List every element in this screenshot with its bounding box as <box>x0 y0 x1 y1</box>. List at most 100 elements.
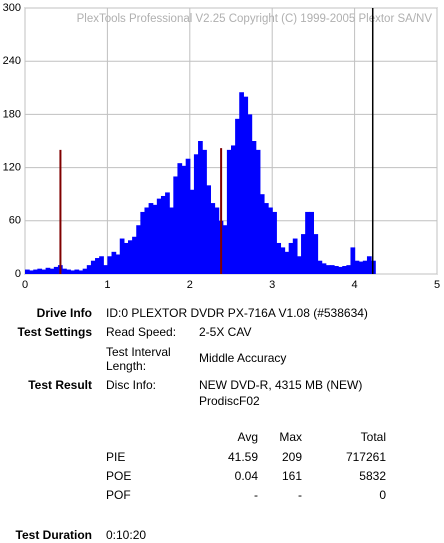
bar <box>325 265 331 274</box>
label: Drive Info <box>36 306 92 320</box>
y-tick-label: 180 <box>3 108 21 120</box>
bar <box>329 265 335 274</box>
bar <box>53 266 59 274</box>
key: Read Speed: <box>106 325 177 339</box>
bar <box>350 247 356 274</box>
bar <box>342 266 347 274</box>
bar <box>366 256 372 274</box>
bar <box>198 141 203 274</box>
row-label: POE <box>106 469 132 483</box>
bar <box>193 154 199 274</box>
bar <box>90 260 96 274</box>
bar <box>239 92 244 274</box>
x-tick-label: 5 <box>434 279 440 291</box>
bar <box>296 256 302 274</box>
bar <box>222 225 228 274</box>
bar <box>354 260 360 274</box>
bar <box>214 207 220 274</box>
bar <box>128 240 133 274</box>
x-tick-label: 0 <box>22 279 28 291</box>
bar <box>251 141 257 274</box>
bar <box>66 269 71 274</box>
bar <box>309 211 314 274</box>
bar <box>263 203 269 274</box>
label: Test Result <box>28 378 92 392</box>
bar <box>103 265 108 274</box>
x-tick-label: 3 <box>269 279 275 291</box>
key: Disc Info: <box>106 378 157 392</box>
bar <box>301 234 306 274</box>
y-tick-label: 120 <box>3 162 21 174</box>
bar <box>45 267 51 274</box>
bar <box>25 269 30 274</box>
bar <box>29 270 34 274</box>
bar <box>123 242 129 274</box>
table-header: Avg <box>237 430 258 444</box>
x-tick-label: 2 <box>187 279 193 291</box>
table-cell: - <box>298 488 302 502</box>
table-cell: 0.04 <box>234 469 258 483</box>
bar <box>284 251 290 274</box>
table-cell: 717261 <box>345 450 386 464</box>
table-header: Total <box>360 430 386 444</box>
bar <box>276 242 282 274</box>
bar <box>321 263 327 274</box>
bar <box>111 251 117 274</box>
bar <box>148 203 154 274</box>
bar <box>144 207 150 274</box>
value: Middle Accuracy <box>199 351 287 365</box>
bar <box>119 238 125 274</box>
bar <box>206 185 211 274</box>
y-tick-label: 240 <box>3 55 21 67</box>
bar <box>33 269 38 274</box>
y-tick-label: 60 <box>9 215 21 227</box>
bar <box>247 114 253 275</box>
bar <box>210 203 216 274</box>
bar <box>62 268 67 274</box>
chart-title: PlexTools Professional V2.25 Copyright (… <box>77 13 433 25</box>
bar <box>78 270 84 274</box>
bar <box>107 256 113 274</box>
bar <box>41 269 47 274</box>
bar <box>346 265 352 274</box>
bar <box>173 176 179 274</box>
table-cell: 161 <box>281 469 302 483</box>
table-cell: 41.59 <box>227 450 258 464</box>
bar <box>140 211 146 274</box>
bar <box>235 118 240 274</box>
bar <box>292 238 298 274</box>
bar <box>181 165 187 274</box>
bar <box>334 266 339 274</box>
bar <box>160 195 166 274</box>
bar <box>358 261 364 274</box>
bar <box>226 149 232 274</box>
bar <box>288 242 294 274</box>
value: 0:10:20 <box>106 528 147 542</box>
bar <box>272 211 277 274</box>
key: Test Interval Length: <box>106 345 171 373</box>
table-cell: 209 <box>281 450 302 464</box>
row-label: POF <box>106 488 131 502</box>
bar <box>268 207 273 274</box>
value: ProdiscF02 <box>199 394 260 408</box>
table-cell: - <box>254 488 258 502</box>
bar <box>37 268 43 274</box>
bar <box>317 260 323 274</box>
bar <box>49 268 55 274</box>
value: 2-5X CAV <box>199 325 252 339</box>
bar <box>231 145 236 274</box>
table-header: Max <box>279 430 302 444</box>
chart: 0 60 120 180 240 300 0 1 2 3 4 5 PlexTools Professio… <box>3 2 440 291</box>
label: Test Duration <box>15 528 92 542</box>
y-tick-label: 0 <box>15 268 21 280</box>
bar <box>169 207 174 274</box>
bar <box>74 269 80 274</box>
bar <box>165 192 170 274</box>
bar <box>255 149 261 274</box>
bar <box>362 260 368 274</box>
bar <box>70 270 76 274</box>
value: NEW DVD-R, 4315 MB (NEW) <box>199 378 363 392</box>
bar <box>115 254 121 274</box>
bar <box>132 236 137 274</box>
